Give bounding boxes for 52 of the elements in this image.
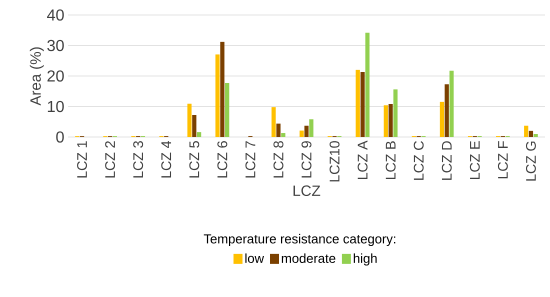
bar bbox=[187, 104, 192, 137]
y-axis-title: Area (%) bbox=[30, 47, 44, 106]
x-tick-label: LCZ E bbox=[470, 141, 480, 180]
legend-label: high bbox=[354, 253, 377, 266]
bar bbox=[272, 107, 276, 137]
bar bbox=[225, 83, 230, 137]
bar bbox=[384, 105, 388, 137]
bar bbox=[528, 130, 534, 137]
x-axis-title: LCZ bbox=[294, 185, 320, 196]
x-tick-label: LCZ 3 bbox=[133, 141, 144, 178]
x-tick-label: LCZ 8 bbox=[273, 141, 284, 178]
x-tick-label: LCZ A bbox=[358, 140, 368, 180]
x-tick-label: LCZ 9 bbox=[302, 141, 312, 178]
x-tick-label: LCZ 7 bbox=[245, 141, 256, 178]
bar bbox=[300, 130, 304, 137]
bar bbox=[388, 104, 393, 137]
bar bbox=[534, 134, 538, 137]
bar bbox=[220, 42, 224, 137]
bar bbox=[276, 124, 281, 137]
bar bbox=[356, 70, 360, 137]
x-tick-label: LCZ 6 bbox=[217, 141, 228, 178]
legend-label: low bbox=[245, 253, 264, 263]
x-tick-label: LCZ B bbox=[386, 141, 396, 180]
bar bbox=[524, 126, 528, 137]
legend-title: Temperature resistance category: bbox=[204, 234, 396, 246]
bar bbox=[444, 84, 449, 137]
bar bbox=[281, 133, 286, 137]
bar bbox=[304, 126, 309, 137]
x-tick-label: LCZ G bbox=[526, 142, 536, 181]
x-tick-label: LCZ 4 bbox=[161, 140, 172, 178]
bar bbox=[393, 89, 398, 137]
x-tick-label: LCZ 2 bbox=[105, 141, 116, 178]
bar bbox=[309, 119, 314, 137]
bar bbox=[449, 70, 454, 137]
bar bbox=[192, 115, 196, 137]
bar bbox=[215, 54, 220, 137]
legend-label: moderate bbox=[282, 253, 336, 263]
x-tick-label: LCZ D bbox=[442, 141, 452, 180]
x-tick-label: LCZ10 bbox=[330, 141, 340, 182]
bar bbox=[196, 132, 202, 137]
bar bbox=[365, 32, 370, 137]
bar bbox=[360, 72, 365, 137]
y-tick-label: 20 bbox=[47, 70, 64, 82]
x-tick-label: LCZ 1 bbox=[77, 141, 87, 178]
x-tick-label: LCZ C bbox=[414, 141, 424, 180]
y-tick-label: 10 bbox=[48, 100, 64, 112]
y-tick-label: 40 bbox=[47, 9, 64, 21]
y-tick-label: 0 bbox=[56, 131, 64, 143]
y-tick-label: 30 bbox=[47, 40, 64, 52]
bar bbox=[440, 102, 444, 137]
x-tick-label: LCZ F bbox=[498, 141, 508, 178]
x-tick-label: LCZ 5 bbox=[189, 141, 200, 178]
